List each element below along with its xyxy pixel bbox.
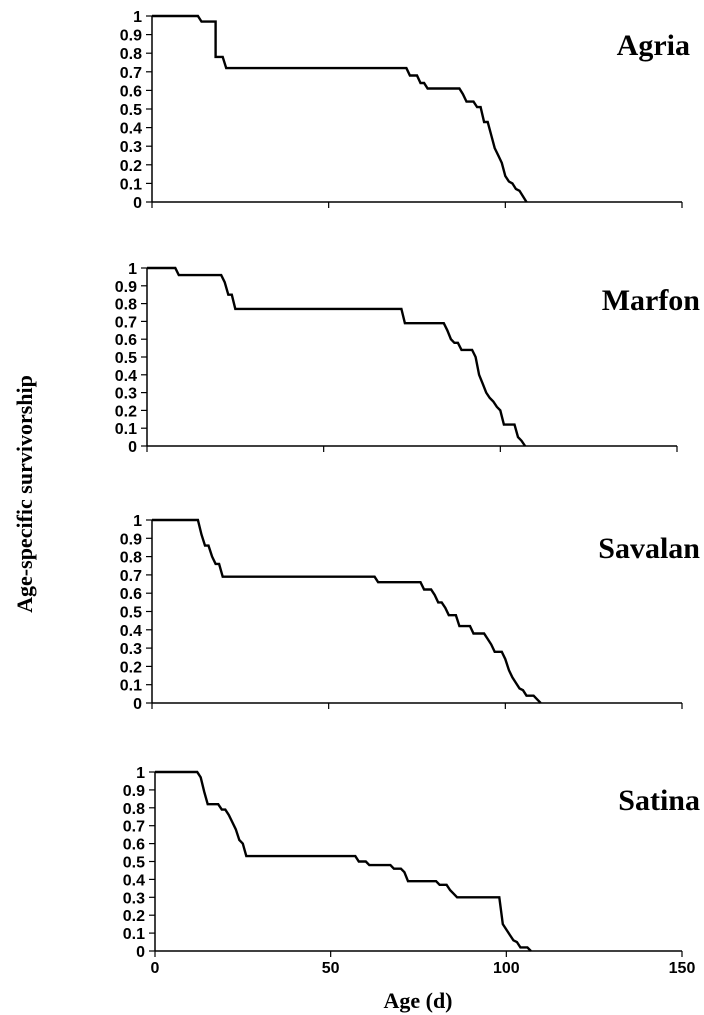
plot-savalan: 00.1 0.20.30.40.5 0.60.70.8 0.91 <box>120 513 683 713</box>
y-tick-label-satina: 0.2 <box>123 908 145 925</box>
y-tick-label-satina: 0.1 <box>123 926 145 943</box>
y-tick-label-savalan: 0.8 <box>120 550 142 567</box>
y-tick-label-marfon: 0.7 <box>115 314 137 331</box>
y-tick-label-agria: 0.4 <box>120 121 142 138</box>
y-tick-label-agria: 0.9 <box>120 28 142 45</box>
panel-title-savalan: Savalan <box>598 532 700 565</box>
panel-title-agria: Agria <box>617 29 690 62</box>
y-tick-label-marfon: 0.2 <box>115 403 137 420</box>
y-tick-label-satina: 1 <box>136 765 145 782</box>
y-tick-label-satina: 0 <box>136 944 145 961</box>
y-tick-label-agria: 0.7 <box>120 65 142 82</box>
panel-title-satina: Satina <box>618 784 700 817</box>
x-tick-label: 0 <box>151 960 160 977</box>
plot-marfon: 00.10.20.30.40.50.60.70.80.91 <box>115 261 678 456</box>
y-axis-title: Age-specific survivorship <box>12 375 37 613</box>
y-tick-label-marfon: 0.8 <box>115 297 137 314</box>
y-tick-label-satina: 0.9 <box>123 783 145 800</box>
y-tick-label-savalan: 0.9 <box>120 531 142 548</box>
survivorship-line-agria <box>152 14 528 203</box>
y-tick-label-agria: 0.1 <box>120 176 142 193</box>
y-tick-label-marfon: 1 <box>128 261 137 278</box>
y-tick-label-savalan: 0.7 <box>120 568 142 585</box>
y-tick-label-satina: 0.8 <box>123 801 145 818</box>
x-tick-label: 100 <box>493 960 520 977</box>
x-axis-title: Age (d) <box>383 988 452 1013</box>
plot-satina: 00.10.20.30.40.50.60.70.80.910 50 100 150 <box>123 765 696 977</box>
x-tick-label: 50 <box>322 960 340 977</box>
y-tick-label-satina: 0.4 <box>123 872 145 889</box>
y-tick-label-marfon: 0.6 <box>115 332 137 349</box>
panel-agria: Agria 0 0.10.2 0.30.4 0.5 0.60.7 0.80.9 1 <box>120 9 690 212</box>
y-tick-label-marfon: 0 <box>128 439 137 456</box>
y-tick-label-agria: 0.6 <box>120 83 142 100</box>
y-tick-label-savalan: 0.1 <box>120 678 142 695</box>
x-tick-label: 150 <box>669 960 696 977</box>
survivorship-line-marfon <box>147 266 527 447</box>
y-tick-label-marfon: 0.9 <box>115 279 137 296</box>
y-tick-label-agria: 0.5 <box>120 102 142 119</box>
y-tick-label-agria: 1 <box>133 9 142 26</box>
y-tick-label-savalan: 0 <box>133 696 142 713</box>
y-tick-label-agria: 0.3 <box>120 139 142 156</box>
survivorship-line-savalan <box>152 518 542 704</box>
y-tick-label-agria: 0.8 <box>120 46 142 63</box>
y-tick-label-satina: 0.3 <box>123 890 145 907</box>
y-tick-label-savalan: 0.2 <box>120 659 142 676</box>
panel-savalan: Savalan 00.1 0.20.30.40.5 0.60.70.8 0.91 <box>120 513 701 713</box>
y-tick-label-savalan: 0.5 <box>120 605 142 622</box>
panel-title-marfon: Marfon <box>602 284 701 317</box>
y-tick-label-savalan: 1 <box>133 513 142 530</box>
y-tick-label-agria: 0.2 <box>120 158 142 175</box>
y-tick-label-satina: 0.7 <box>123 819 145 836</box>
y-tick-label-satina: 0.5 <box>123 855 145 872</box>
panel-satina: Satina 00.10.20.30.40.50.60.70.80.910 50 1… <box>123 765 700 977</box>
y-tick-label-marfon: 0.4 <box>115 368 137 385</box>
y-tick-label-savalan: 0.4 <box>120 623 142 640</box>
y-tick-label-marfon: 0.3 <box>115 386 137 403</box>
y-tick-label-agria: 0 <box>133 195 142 212</box>
survivorship-line-satina <box>155 770 532 952</box>
y-tick-label-marfon: 0.5 <box>115 350 137 367</box>
y-tick-label-marfon: 0.1 <box>115 421 137 438</box>
y-tick-label-savalan: 0.3 <box>120 641 142 658</box>
plot-agria: 0 0.10.2 0.30.4 0.5 0.60.7 0.80.9 1 <box>120 9 683 212</box>
y-tick-label-satina: 0.6 <box>123 837 145 854</box>
panel-marfon: Marfon 00.10.20.30.40.50.60.70.80.91 <box>115 261 701 456</box>
y-tick-label-savalan: 0.6 <box>120 586 142 603</box>
